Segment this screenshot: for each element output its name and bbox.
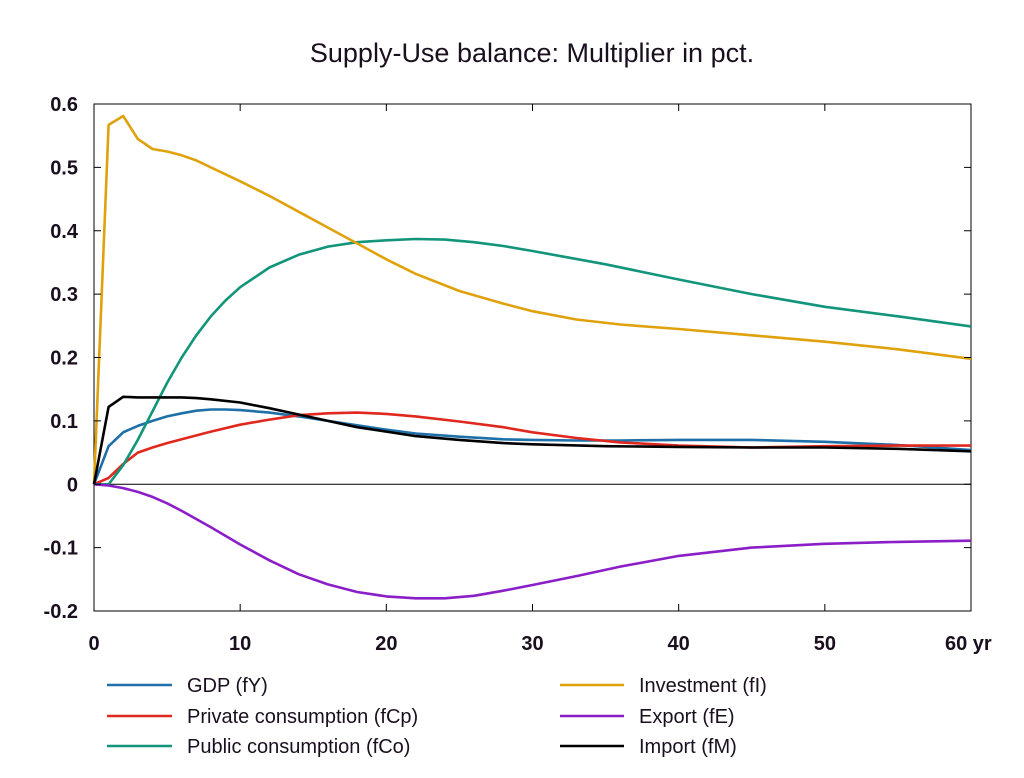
x-axis-ticks: 0 10 20 30 40 50 60 yr xyxy=(88,104,992,655)
legend-label-3: Investment (fI) xyxy=(639,675,767,697)
x-tick-label: 50 xyxy=(814,633,836,655)
legend: GDP (fY) Private consumption (fCp) Public … xyxy=(107,675,767,758)
series-line-3 xyxy=(92,114,972,485)
legend-label-5: Import (fM) xyxy=(639,736,737,758)
y-tick-label: -0.2 xyxy=(44,601,78,623)
y-tick-label: 0.1 xyxy=(50,411,78,433)
x-tick-label: 10 xyxy=(229,633,251,655)
series-line-5 xyxy=(92,395,972,485)
chart-title: Supply-Use balance: Multiplier in pct. xyxy=(310,38,754,68)
legend-label-2: Public consumption (fCo) xyxy=(187,736,410,758)
x-tick-label: 60 yr xyxy=(945,633,992,655)
legend-label-1: Private consumption (fCp) xyxy=(187,706,418,728)
series-line-4 xyxy=(93,483,972,600)
x-tick-label: 0 xyxy=(88,633,99,655)
legend-label-4: Export (fE) xyxy=(639,706,735,728)
series-lines xyxy=(92,114,972,600)
y-axis-ticks: -0.2 -0.1 0 0.1 0.2 0.3 0.4 0.5 0.6 xyxy=(44,94,971,623)
y-tick-label: 0.2 xyxy=(50,348,78,370)
y-tick-label: 0.4 xyxy=(50,221,79,243)
y-tick-label: -0.1 xyxy=(44,538,78,560)
series-line-2 xyxy=(94,237,972,486)
x-tick-label: 20 xyxy=(375,633,397,655)
x-tick-label: 40 xyxy=(668,633,690,655)
y-tick-label: 0 xyxy=(67,474,78,496)
y-tick-label: 0.6 xyxy=(50,94,78,116)
legend-label-0: GDP (fY) xyxy=(187,675,268,697)
y-tick-label: 0.5 xyxy=(50,157,78,179)
x-tick-label: 30 xyxy=(521,633,543,655)
y-tick-label: 0.3 xyxy=(50,284,78,306)
